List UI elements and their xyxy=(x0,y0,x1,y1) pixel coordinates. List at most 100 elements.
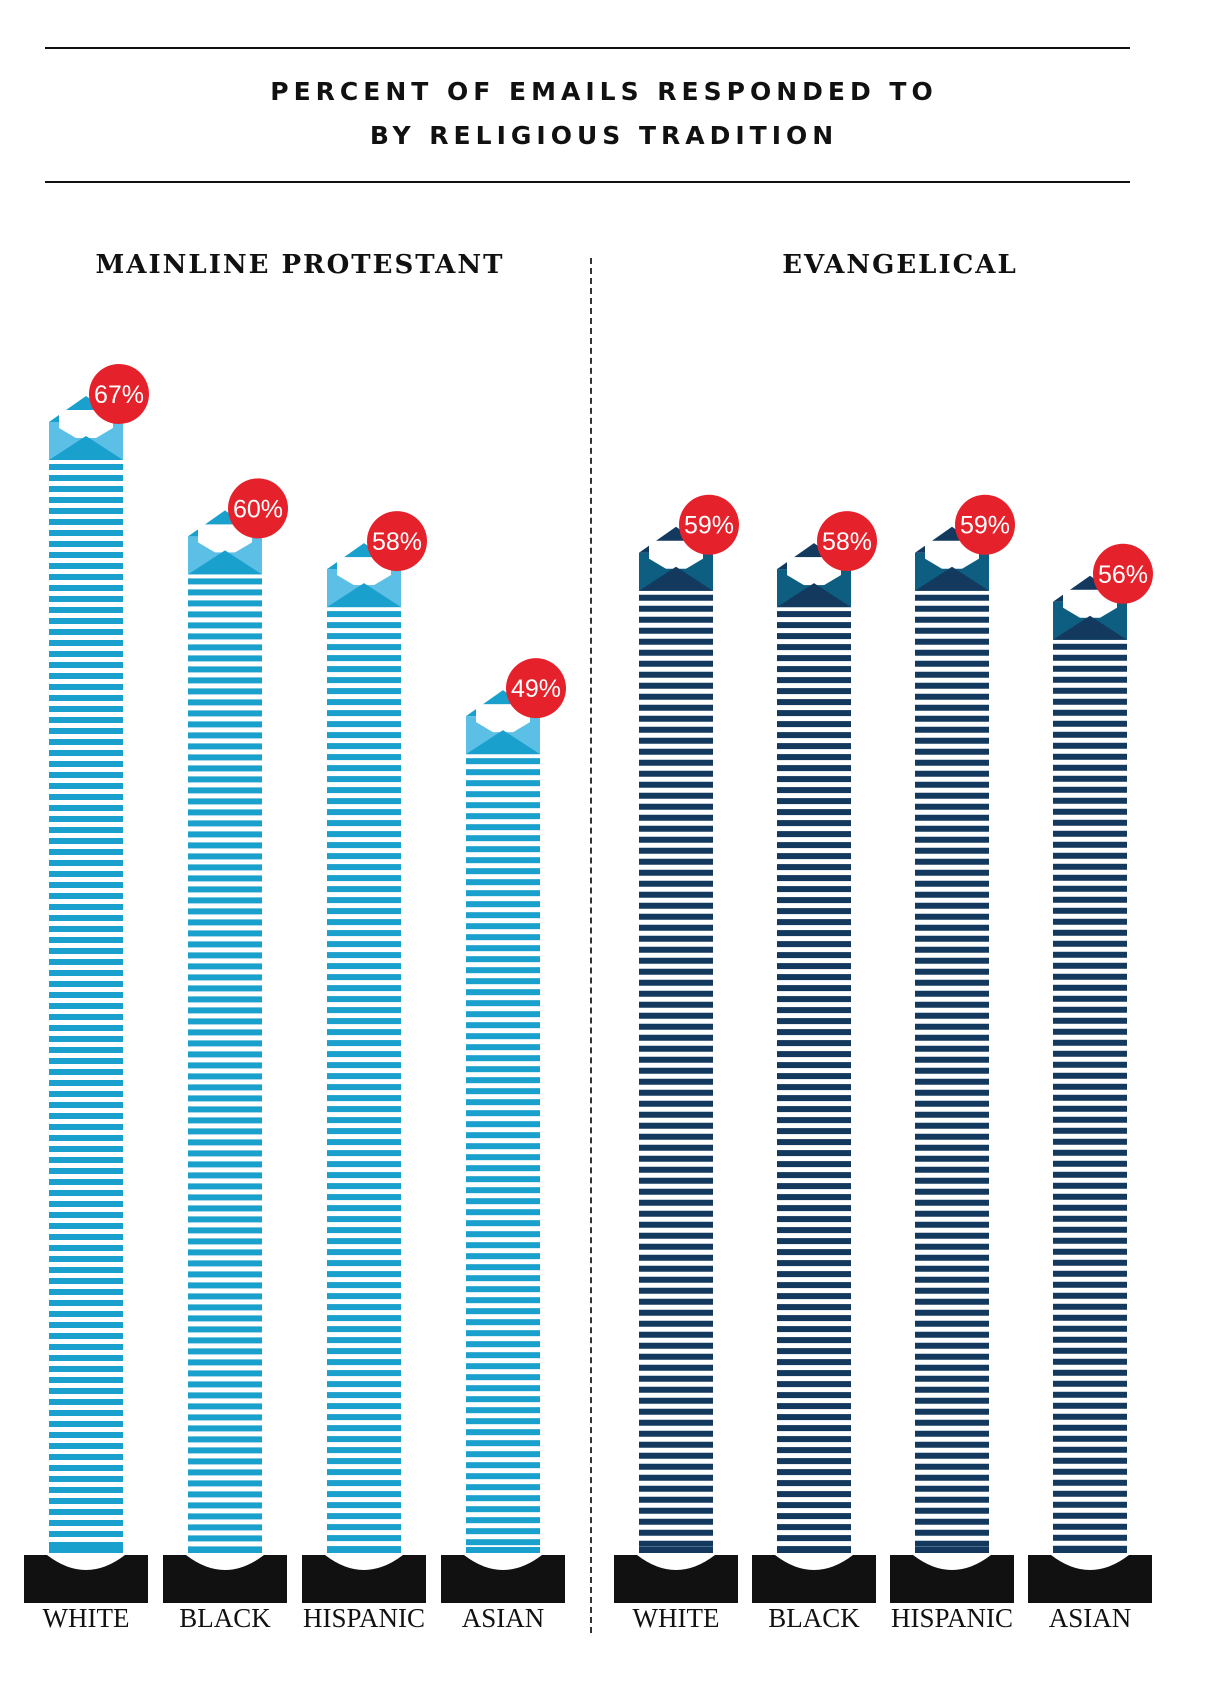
bar-mainline-white-value-label: 67% xyxy=(94,381,144,409)
bar-evangelical-hispanic: 59% xyxy=(890,494,1015,1603)
bar-evangelical-white-stripe xyxy=(639,1177,713,1184)
bar-evangelical-black-stand-notch xyxy=(775,1555,853,1570)
bar-mainline-asian-stripe xyxy=(466,1539,540,1546)
bar-mainline-black-stripe xyxy=(188,1271,262,1278)
bar-mainline-white-stripe xyxy=(49,1091,123,1097)
bar-evangelical-asian-stripe xyxy=(1053,1468,1127,1475)
bar-mainline-hispanic-envelope-fold xyxy=(327,583,401,608)
bar-evangelical-asian-stripe xyxy=(1053,1358,1127,1365)
bar-mainline-hispanic-stripe xyxy=(327,842,401,849)
bar-evangelical-asian-stripe xyxy=(1053,1424,1127,1431)
bar-evangelical-hispanic-stripe xyxy=(915,1056,989,1063)
bar-evangelical-black-stripe xyxy=(777,820,851,827)
bar-mainline-black-stripe xyxy=(188,853,262,860)
bar-evangelical-asian-value-label: 56% xyxy=(1098,561,1148,589)
bar-mainline-asian-stripe xyxy=(466,1044,540,1051)
bar-evangelical-hispanic-stripe xyxy=(915,1067,989,1074)
bar-mainline-black-stripe xyxy=(188,1194,262,1201)
bar-evangelical-hispanic-stripe xyxy=(915,990,989,997)
bar-evangelical-asian-stripe xyxy=(1053,973,1127,980)
bar-mainline-black-stripe xyxy=(188,831,262,838)
bar-mainline-white-stripe xyxy=(49,607,123,613)
bar-evangelical-asian-stripe xyxy=(1053,1303,1127,1310)
bar-evangelical-white-stripe xyxy=(639,1144,713,1151)
bar-evangelical-hispanic-stripe xyxy=(915,1309,989,1316)
bar-mainline-black-stripe xyxy=(188,1381,262,1388)
bar-mainline-white-stripe xyxy=(49,541,123,547)
bar-mainline-asian-stripe xyxy=(466,1473,540,1480)
bar-evangelical-hispanic-stripe xyxy=(915,814,989,821)
bar-mainline-white-stripe xyxy=(49,1443,123,1449)
bar-evangelical-black-stripe xyxy=(777,1128,851,1135)
bar-mainline-asian-stand-notch xyxy=(464,1555,542,1570)
bar-mainline-black-stripe xyxy=(188,1183,262,1190)
bar-evangelical-white-stripe xyxy=(639,1067,713,1074)
bar-evangelical-white-stripe xyxy=(639,979,713,986)
bar-evangelical-white-stripe xyxy=(639,957,713,964)
bar-mainline-asian-stripe xyxy=(466,758,540,765)
bar-mainline-hispanic-stripe xyxy=(327,864,401,871)
bar-evangelical-black-stripe xyxy=(777,1502,851,1509)
bar-mainline-white-stripe xyxy=(49,1124,123,1130)
bar-evangelical-hispanic-stripe xyxy=(915,649,989,656)
bar-evangelical-hispanic-stripe xyxy=(915,869,989,876)
bar-evangelical-black-stripe xyxy=(777,1040,851,1047)
bar-mainline-asian-stripe xyxy=(466,846,540,853)
bar-evangelical-white-stripe xyxy=(639,825,713,832)
bar-evangelical-white-stripe xyxy=(639,1034,713,1041)
bar-mainline-hispanic-stripe xyxy=(327,1051,401,1058)
bar-evangelical-hispanic-stripe xyxy=(915,1177,989,1184)
bar-evangelical-black-stripe xyxy=(777,1062,851,1069)
bar-mainline-asian-stripe xyxy=(466,1547,540,1553)
category-label-mainline-white: WHITE xyxy=(43,1603,130,1633)
bar-mainline-asian-stripe xyxy=(466,934,540,941)
bar-evangelical-black-stripe xyxy=(777,886,851,893)
bar-mainline-black-stripe xyxy=(188,1018,262,1025)
bar-evangelical-white-stripe xyxy=(639,1430,713,1437)
bar-evangelical-white-stripe xyxy=(639,836,713,843)
bar-mainline-asian: 49% xyxy=(441,658,566,1603)
bar-mainline-white-stripe xyxy=(49,893,123,899)
bar-evangelical-asian-stripe xyxy=(1053,1325,1127,1332)
bar-mainline-hispanic-stripe xyxy=(327,1183,401,1190)
bar-mainline-black-stripe xyxy=(188,1095,262,1102)
bar-evangelical-asian-stripe xyxy=(1053,995,1127,1002)
bar-evangelical-white-stripe xyxy=(639,1221,713,1228)
bar-evangelical-white-stripe xyxy=(639,792,713,799)
bar-evangelical-asian-stripe xyxy=(1053,764,1127,771)
bar-mainline-asian-stripe xyxy=(466,1517,540,1524)
bar-mainline-white-stripe xyxy=(49,1267,123,1273)
bar-evangelical-hispanic-stripe xyxy=(915,968,989,975)
bar-evangelical-black-stripe xyxy=(777,1359,851,1366)
bar-evangelical-hispanic-stripe xyxy=(915,1485,989,1492)
bar-mainline-black-stripe xyxy=(188,1425,262,1432)
bar-evangelical-white-stripe xyxy=(639,1023,713,1030)
bar-evangelical-hispanic-stripe xyxy=(915,1452,989,1459)
bar-mainline-hispanic-stripe xyxy=(327,1315,401,1322)
bar-evangelical-white-stripe xyxy=(639,1199,713,1206)
bar-mainline-black-stripe xyxy=(188,1326,262,1333)
bar-mainline-hispanic-stripe xyxy=(327,743,401,750)
bar-evangelical-hispanic-stripe xyxy=(915,1144,989,1151)
bar-evangelical-white-stripe xyxy=(639,638,713,645)
bar-mainline-black-stripe xyxy=(188,1348,262,1355)
bar-mainline-black-stand-notch xyxy=(186,1555,264,1570)
bar-evangelical-asian-stripe xyxy=(1053,742,1127,749)
bar-mainline-white-stripe xyxy=(49,882,123,888)
bar-mainline-white-stripe xyxy=(49,717,123,723)
bar-mainline-black-stripe xyxy=(188,820,262,827)
bar-mainline-black-stripe xyxy=(188,1062,262,1069)
bar-evangelical-black-stripe xyxy=(777,622,851,629)
bar-mainline-black-stripe xyxy=(188,1216,262,1223)
bar-evangelical-white-stripe xyxy=(639,1166,713,1173)
bar-mainline-hispanic-stripe xyxy=(327,1040,401,1047)
bar-mainline-black-stripe xyxy=(188,1469,262,1476)
bar-evangelical-black-stripe xyxy=(777,1480,851,1487)
bar-mainline-white-stripe xyxy=(49,1487,123,1493)
bar-mainline-hispanic-stripe xyxy=(327,809,401,816)
bar-mainline-black-stripe xyxy=(188,1337,262,1344)
bar-mainline-asian-stripe xyxy=(466,1319,540,1326)
bar-evangelical-black-stripe xyxy=(777,1337,851,1344)
bar-mainline-black-stripe xyxy=(188,1447,262,1454)
bar-mainline-black-stripe xyxy=(188,1238,262,1245)
